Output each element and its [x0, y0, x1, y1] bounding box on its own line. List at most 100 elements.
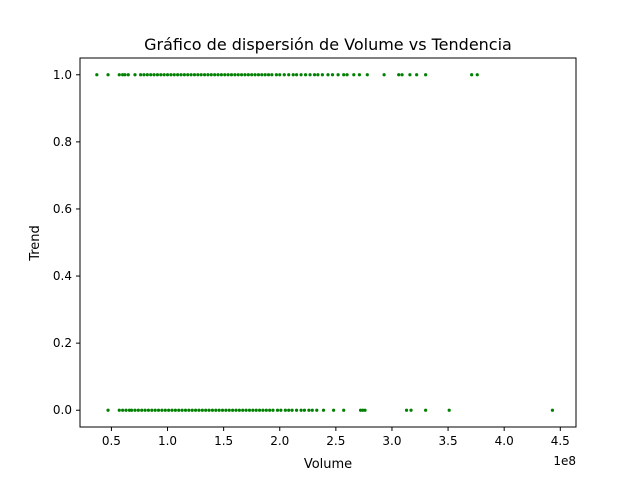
data-point: [424, 408, 428, 412]
data-point: [400, 73, 404, 77]
data-point: [219, 73, 223, 77]
data-point: [223, 73, 227, 77]
data-point: [342, 73, 346, 77]
data-point: [160, 408, 164, 412]
data-point: [251, 408, 255, 412]
data-point: [187, 408, 191, 412]
data-point: [268, 408, 272, 412]
data-point: [155, 73, 160, 77]
data-point: [303, 73, 308, 77]
data-point: [163, 408, 167, 412]
x-tick-label: 4.5: [551, 434, 570, 448]
y-axis-label: Trend: [28, 225, 43, 262]
data-point: [264, 408, 268, 412]
x-axis-label: Volume: [304, 457, 352, 472]
data-point: [246, 73, 250, 77]
y-tick-label: 0.2: [53, 336, 72, 350]
data-point: [210, 408, 215, 412]
data-point: [177, 408, 181, 412]
data-point: [186, 73, 190, 77]
data-point: [229, 73, 234, 77]
data-point: [345, 73, 349, 77]
y-tick-label: 1.0: [53, 68, 72, 82]
data-point: [363, 408, 367, 412]
data-point: [139, 73, 143, 77]
data-point: [279, 408, 283, 412]
data-point: [291, 73, 295, 77]
data-point: [193, 408, 198, 412]
data-point: [447, 408, 451, 412]
data-point: [149, 73, 153, 77]
data-point: [167, 408, 171, 412]
y-tick-label: 0.6: [53, 202, 72, 216]
data-point: [162, 73, 166, 77]
data-point: [247, 408, 252, 412]
data-point: [302, 408, 307, 412]
data-point: [106, 73, 110, 77]
data-point: [260, 73, 264, 77]
data-point: [408, 73, 412, 77]
data-point: [307, 408, 311, 412]
data-point: [202, 73, 207, 77]
data-point: [332, 408, 336, 412]
data-point: [130, 408, 134, 412]
x-tick-label: 2.5: [326, 434, 345, 448]
data-point: [145, 73, 149, 77]
data-point: [404, 408, 409, 412]
data-point: [382, 73, 386, 77]
y-axis-ticks: 0.0 0.2 0.4 0.6 0.8 1.0: [53, 68, 80, 417]
data-point: [133, 408, 137, 412]
data-point: [121, 73, 125, 77]
data-point: [150, 408, 154, 412]
data-point: [308, 73, 312, 77]
data-point: [196, 73, 200, 77]
data-point: [123, 73, 127, 77]
data-point: [361, 408, 365, 412]
x-axis-offset-label: 1e8: [553, 454, 576, 468]
data-point: [216, 73, 220, 77]
x-tick-label: 2.0: [270, 434, 289, 448]
data-point: [214, 408, 218, 412]
data-point: [136, 408, 140, 412]
data-point: [227, 408, 231, 412]
data-point: [126, 73, 130, 77]
data-point: [250, 73, 254, 77]
data-point: [283, 408, 287, 412]
data-point: [117, 408, 121, 412]
data-point: [275, 408, 280, 412]
data-point: [190, 408, 194, 412]
data-point: [180, 408, 184, 412]
data-point: [254, 408, 258, 412]
data-point: [152, 73, 156, 77]
data-point: [239, 73, 244, 77]
x-axis-ticks: 0.5 1.0 1.5 2.0 2.5 3.0 3.5 4.0 4.5: [102, 427, 570, 448]
x-tick-label: 1.5: [214, 434, 233, 448]
data-point: [127, 408, 131, 412]
x-tick-label: 3.5: [439, 434, 458, 448]
data-point: [424, 73, 428, 77]
data-point: [200, 408, 204, 412]
data-point: [415, 73, 419, 77]
data-point: [172, 73, 176, 77]
data-point: [315, 408, 319, 412]
data-point: [173, 408, 177, 412]
data-point: [197, 408, 201, 412]
data-point: [294, 73, 299, 77]
x-tick-label: 0.5: [102, 434, 121, 448]
data-point: [271, 408, 275, 412]
data-point: [397, 73, 401, 77]
data-point: [143, 408, 147, 412]
data-point: [282, 73, 286, 77]
data-point: [475, 73, 479, 77]
data-point: [231, 408, 235, 412]
y-tick-label: 0.0: [53, 403, 72, 417]
data-point: [316, 73, 320, 77]
data-point: [261, 408, 265, 412]
data-point: [192, 73, 197, 77]
data-point: [204, 408, 208, 412]
data-point: [336, 73, 340, 77]
data-point: [179, 73, 183, 77]
data-point: [233, 73, 237, 77]
data-point: [209, 73, 213, 77]
